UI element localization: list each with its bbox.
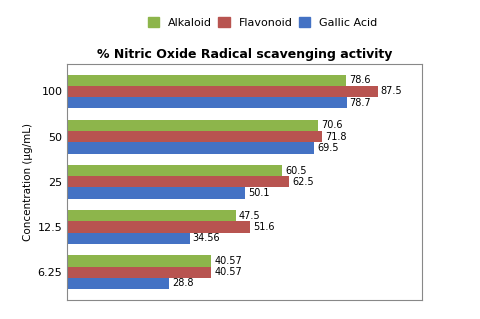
Text: 51.6: 51.6 xyxy=(253,222,275,232)
Text: 62.5: 62.5 xyxy=(292,177,313,187)
Bar xyxy=(67,210,236,221)
Bar xyxy=(67,97,347,108)
Bar xyxy=(67,255,211,267)
Bar xyxy=(67,86,378,97)
Bar xyxy=(67,176,289,188)
Text: 69.5: 69.5 xyxy=(317,143,338,153)
Bar xyxy=(67,221,251,233)
Bar xyxy=(67,278,169,289)
Title: % Nitric Oxide Radical scavenging activity: % Nitric Oxide Radical scavenging activi… xyxy=(97,48,393,61)
Text: 60.5: 60.5 xyxy=(285,166,306,175)
Bar xyxy=(67,120,318,131)
Text: 28.8: 28.8 xyxy=(172,278,194,288)
Text: 78.6: 78.6 xyxy=(349,75,371,85)
Text: 47.5: 47.5 xyxy=(239,211,260,221)
Y-axis label: Concentration (μg/mL): Concentration (μg/mL) xyxy=(24,123,34,241)
Bar xyxy=(67,142,314,153)
Text: 34.56: 34.56 xyxy=(193,233,220,243)
Bar xyxy=(67,267,211,278)
Bar xyxy=(67,75,347,86)
Text: 78.7: 78.7 xyxy=(349,98,371,108)
Text: 40.57: 40.57 xyxy=(214,256,242,266)
Bar xyxy=(67,188,245,199)
Text: 71.8: 71.8 xyxy=(325,132,347,142)
Text: 40.57: 40.57 xyxy=(214,267,242,277)
Text: 70.6: 70.6 xyxy=(321,120,342,130)
Bar xyxy=(67,165,282,176)
Text: 50.1: 50.1 xyxy=(248,188,269,198)
Legend: Alkaloid, Flavonoid, Gallic Acid: Alkaloid, Flavonoid, Gallic Acid xyxy=(148,18,377,28)
Bar xyxy=(67,131,322,142)
Text: 87.5: 87.5 xyxy=(381,86,402,96)
Bar xyxy=(67,233,190,244)
